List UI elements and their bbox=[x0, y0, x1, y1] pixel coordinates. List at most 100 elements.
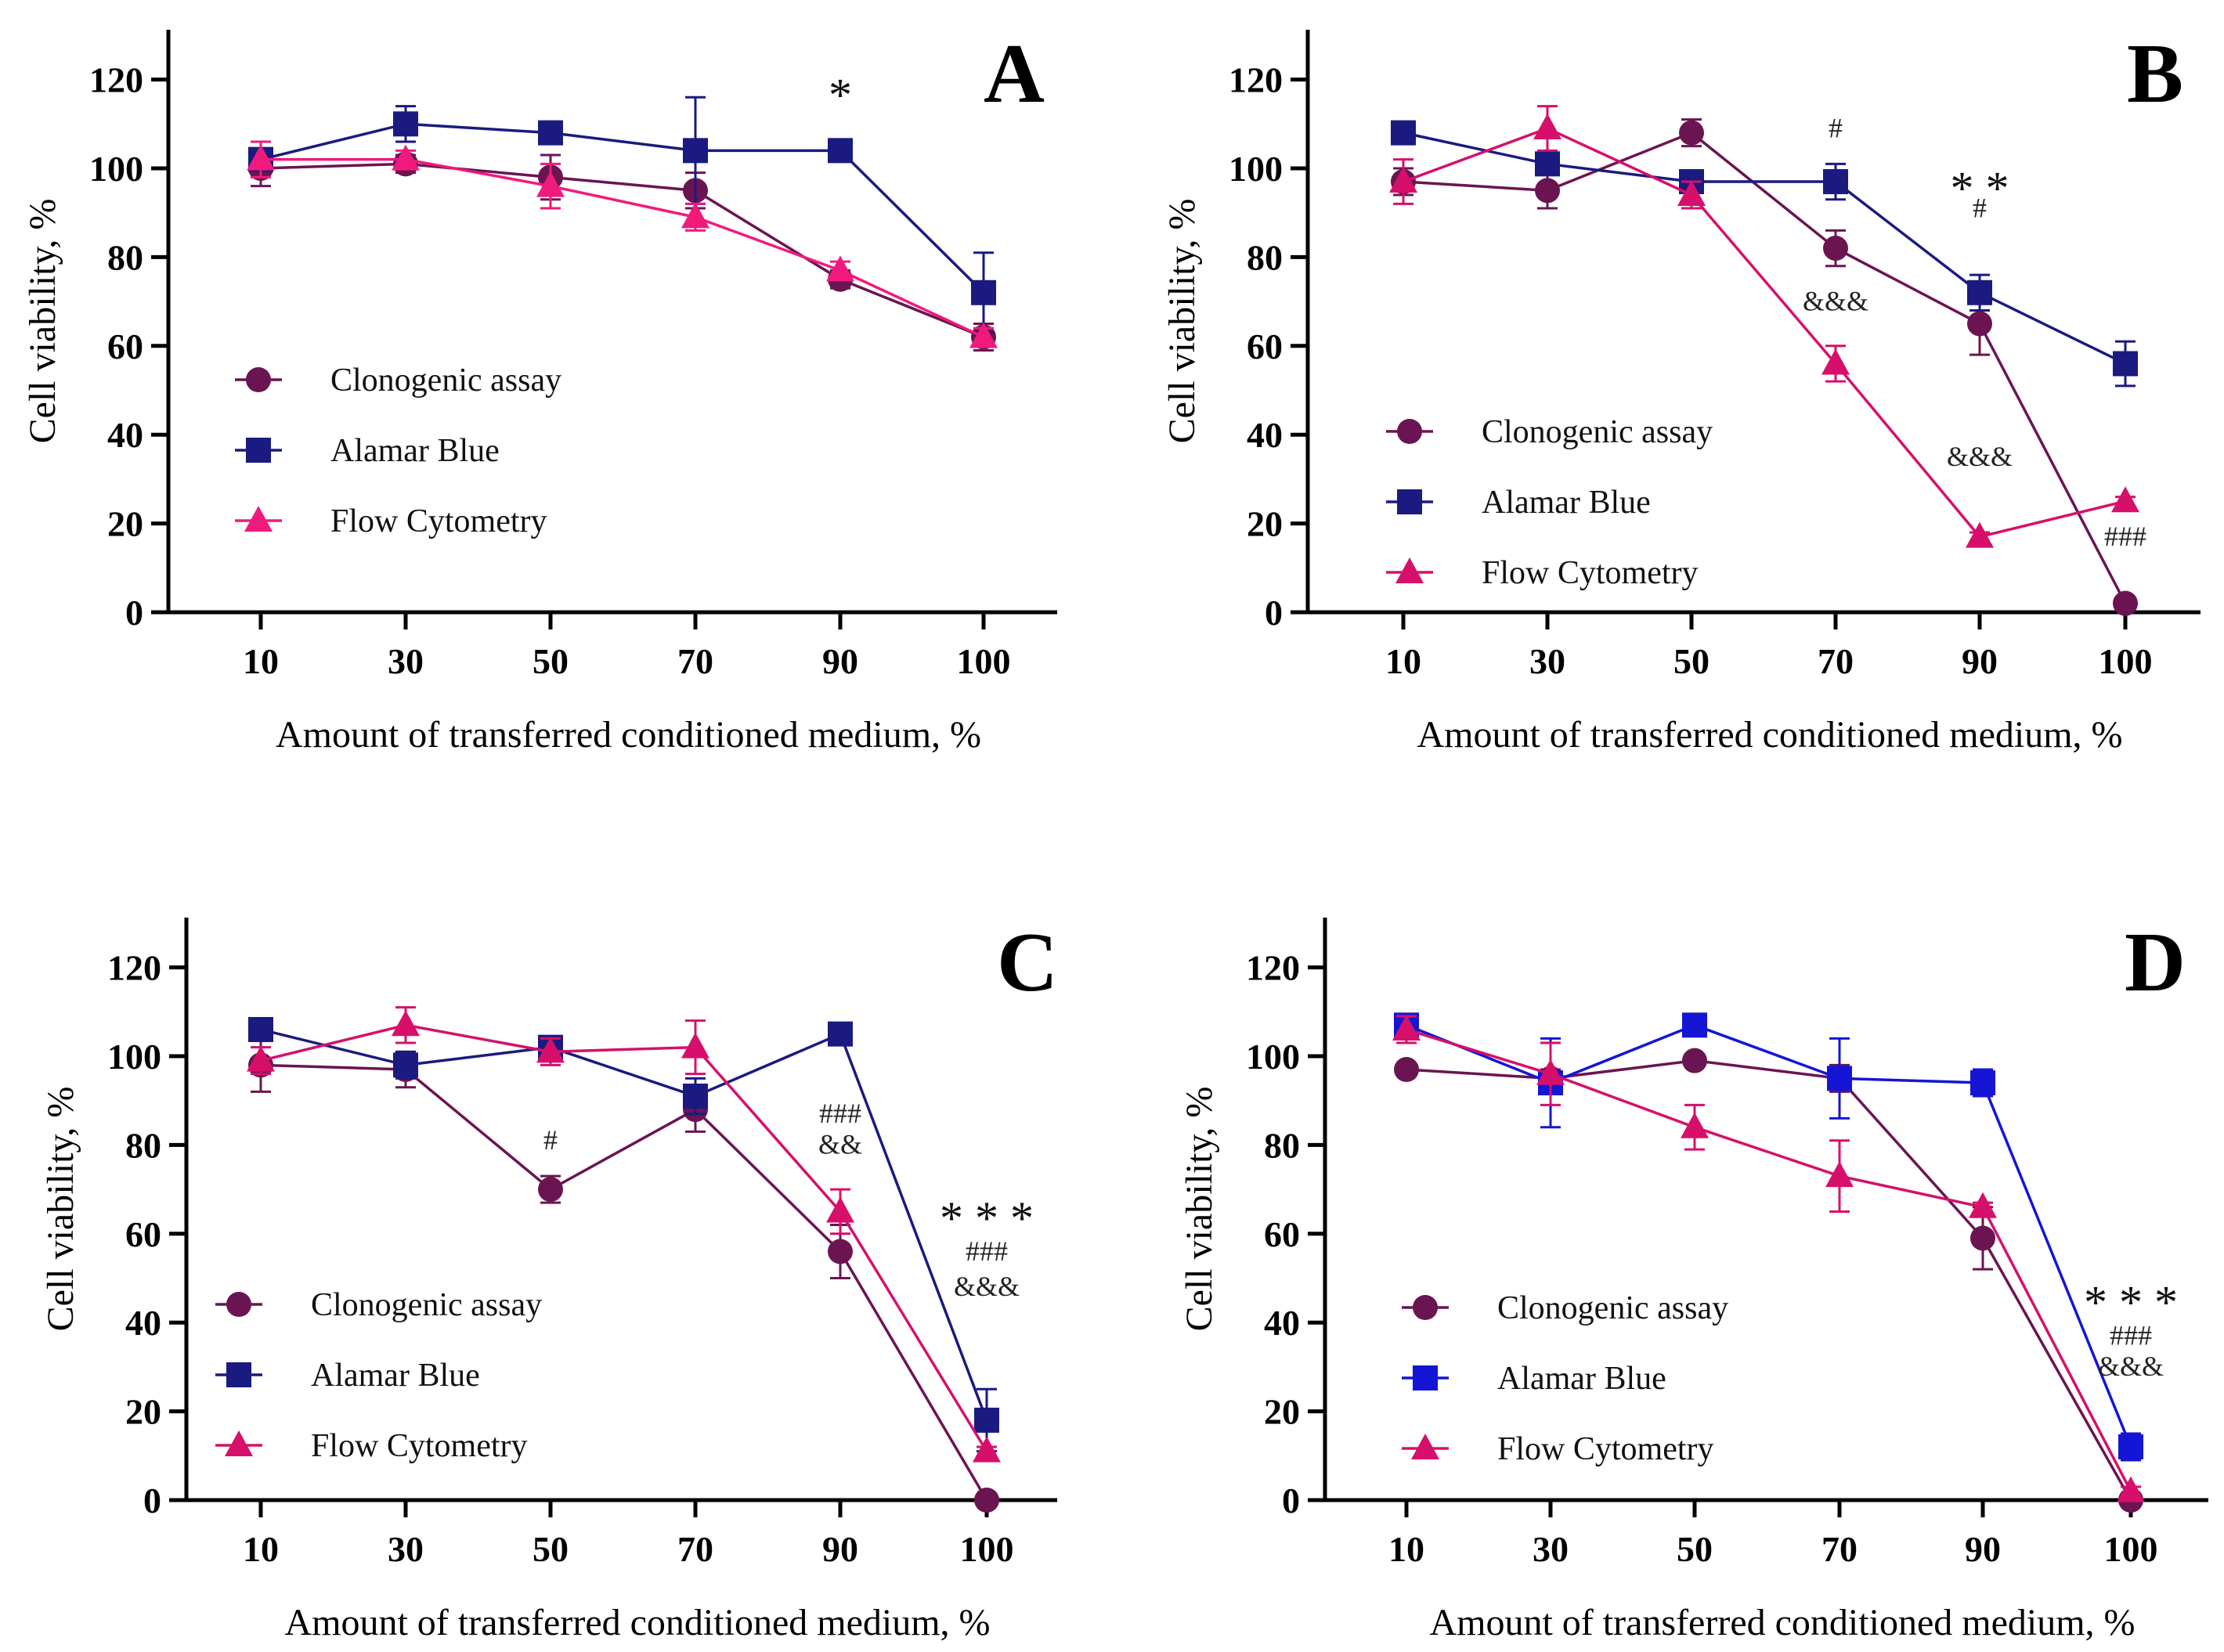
significance-annotation: &&& bbox=[954, 1271, 1020, 1302]
x-tick-label: 50 bbox=[1677, 1529, 1713, 1569]
legend-label: Clonogenic assay bbox=[1482, 414, 1713, 450]
x-axis-title: Amount of transferred conditioned medium… bbox=[1417, 714, 2122, 756]
x-tick-label: 30 bbox=[388, 1529, 424, 1569]
y-tick-label: 60 bbox=[107, 326, 143, 366]
data-point bbox=[392, 144, 420, 171]
data-point bbox=[2117, 1476, 2145, 1502]
data-point bbox=[1535, 151, 1560, 177]
x-tick-label: 50 bbox=[533, 641, 569, 681]
y-tick-label: 120 bbox=[1229, 60, 1283, 100]
x-tick-label: 100 bbox=[2099, 641, 2153, 681]
y-tick-label: 0 bbox=[143, 1481, 161, 1520]
y-tick-label: 60 bbox=[125, 1214, 161, 1254]
x-axis-title: Amount of transferred conditioned medium… bbox=[284, 1602, 990, 1643]
chart-panel-a: 0 20 40 60 80 100 120 10 30 50 70 90 100 Amount of tr… bbox=[22, 27, 1057, 756]
legend: Clonogenic assay Alamar Blue Flow Cytometr… bbox=[215, 1287, 542, 1464]
data-point bbox=[826, 1196, 854, 1223]
significance-annotation: # bbox=[543, 1124, 558, 1156]
series-line bbox=[1406, 1023, 2132, 1448]
chart-panel-b: 0 20 40 60 80 100 120 10 30 50 70 90 100 Amount of tr… bbox=[1161, 27, 2201, 756]
legend-label: Alamar Blue bbox=[1497, 1361, 1666, 1397]
significance-annotation: * bbox=[829, 69, 852, 121]
data-point bbox=[536, 171, 565, 197]
legend-marker bbox=[246, 367, 271, 392]
y-tick-label: 20 bbox=[125, 1392, 161, 1432]
series-line bbox=[1403, 127, 2126, 539]
data-point bbox=[538, 1177, 563, 1203]
x-tick-label: 30 bbox=[1529, 641, 1565, 681]
legend-marker bbox=[246, 438, 271, 463]
data-point bbox=[1681, 1112, 1709, 1138]
x-tick-label: 70 bbox=[677, 641, 713, 681]
data-point bbox=[392, 1010, 420, 1037]
significance-annotation: &&& bbox=[2098, 1351, 2164, 1382]
y-tick-label: 40 bbox=[125, 1303, 161, 1343]
series-line bbox=[1406, 1028, 2132, 1492]
x-tick-label: 30 bbox=[1533, 1529, 1569, 1569]
y-tick-label: 120 bbox=[89, 60, 143, 100]
significance-annotation: * * bbox=[1951, 162, 2009, 214]
series-flow-cytometry bbox=[247, 1006, 1001, 1463]
data-point bbox=[1821, 348, 1850, 375]
x-axis-title: Amount of transferred conditioned medium… bbox=[276, 714, 981, 756]
data-point bbox=[973, 1436, 1001, 1463]
legend-marker bbox=[1397, 419, 1422, 444]
panel-letter: B bbox=[2127, 27, 2183, 121]
data-point bbox=[1969, 1192, 1997, 1218]
series-line bbox=[260, 1063, 988, 1501]
y-tick-label: 0 bbox=[125, 593, 143, 633]
significance-annotation: # bbox=[1829, 112, 1843, 143]
data-point bbox=[2113, 590, 2138, 616]
legend-label: Flow Cytometry bbox=[330, 503, 547, 539]
panel-letter: A bbox=[984, 27, 1045, 121]
data-point bbox=[1823, 169, 1848, 195]
y-tick-label: 40 bbox=[107, 415, 143, 455]
y-tick-label: 100 bbox=[107, 1037, 161, 1077]
data-point bbox=[683, 1084, 708, 1109]
significance-annotation: * * * bbox=[940, 1192, 1034, 1244]
y-tick-label: 40 bbox=[1247, 415, 1283, 455]
legend-marker bbox=[226, 1292, 251, 1317]
y-axis-title: Cell viability, % bbox=[1179, 1087, 1220, 1332]
x-tick-label: 70 bbox=[1818, 641, 1854, 681]
y-tick-label: 120 bbox=[107, 948, 161, 988]
y-tick-label: 120 bbox=[1246, 948, 1300, 988]
x-tick-label: 90 bbox=[1962, 641, 1998, 681]
data-point bbox=[1394, 1057, 1419, 1083]
data-point bbox=[1827, 1066, 1852, 1091]
y-tick-label: 100 bbox=[1229, 149, 1283, 189]
significance-annotation: &&& bbox=[1803, 285, 1868, 316]
data-point bbox=[1967, 280, 1992, 305]
data-point bbox=[2113, 351, 2138, 377]
series-alamar-blue bbox=[1391, 120, 2138, 388]
legend-marker bbox=[244, 506, 273, 532]
x-tick-label: 100 bbox=[957, 641, 1011, 681]
series-clonogenic-assay bbox=[248, 149, 996, 352]
legend: Clonogenic assay Alamar Blue Flow Cytometr… bbox=[235, 363, 561, 539]
legend-marker bbox=[1397, 489, 1422, 514]
y-tick-label: 100 bbox=[1246, 1037, 1300, 1077]
legend-label: Clonogenic assay bbox=[1497, 1290, 1728, 1326]
y-tick-label: 80 bbox=[1264, 1125, 1300, 1165]
data-point bbox=[681, 1032, 709, 1059]
x-axis-title: Amount of transferred conditioned medium… bbox=[1429, 1602, 2135, 1643]
data-point bbox=[2111, 486, 2139, 513]
data-point bbox=[828, 1239, 853, 1264]
data-point bbox=[393, 111, 418, 137]
series-flow-cytometry bbox=[247, 140, 998, 348]
data-point bbox=[1389, 167, 1417, 193]
data-point bbox=[536, 1037, 565, 1063]
data-point bbox=[1970, 1070, 1995, 1096]
legend-label: Flow Cytometry bbox=[1497, 1431, 1714, 1467]
data-point bbox=[393, 1052, 418, 1078]
data-point bbox=[247, 144, 275, 171]
x-tick-label: 90 bbox=[822, 1529, 858, 1569]
legend-label: Flow Cytometry bbox=[311, 1428, 528, 1464]
series-flow-cytometry bbox=[1389, 105, 2139, 548]
significance-annotation: &&& bbox=[1947, 441, 2013, 472]
data-point bbox=[247, 1045, 275, 1072]
panel-letter: C bbox=[997, 916, 1058, 1009]
y-tick-label: 60 bbox=[1264, 1214, 1300, 1254]
y-tick-label: 0 bbox=[1265, 593, 1283, 633]
legend-marker bbox=[1413, 1295, 1438, 1320]
